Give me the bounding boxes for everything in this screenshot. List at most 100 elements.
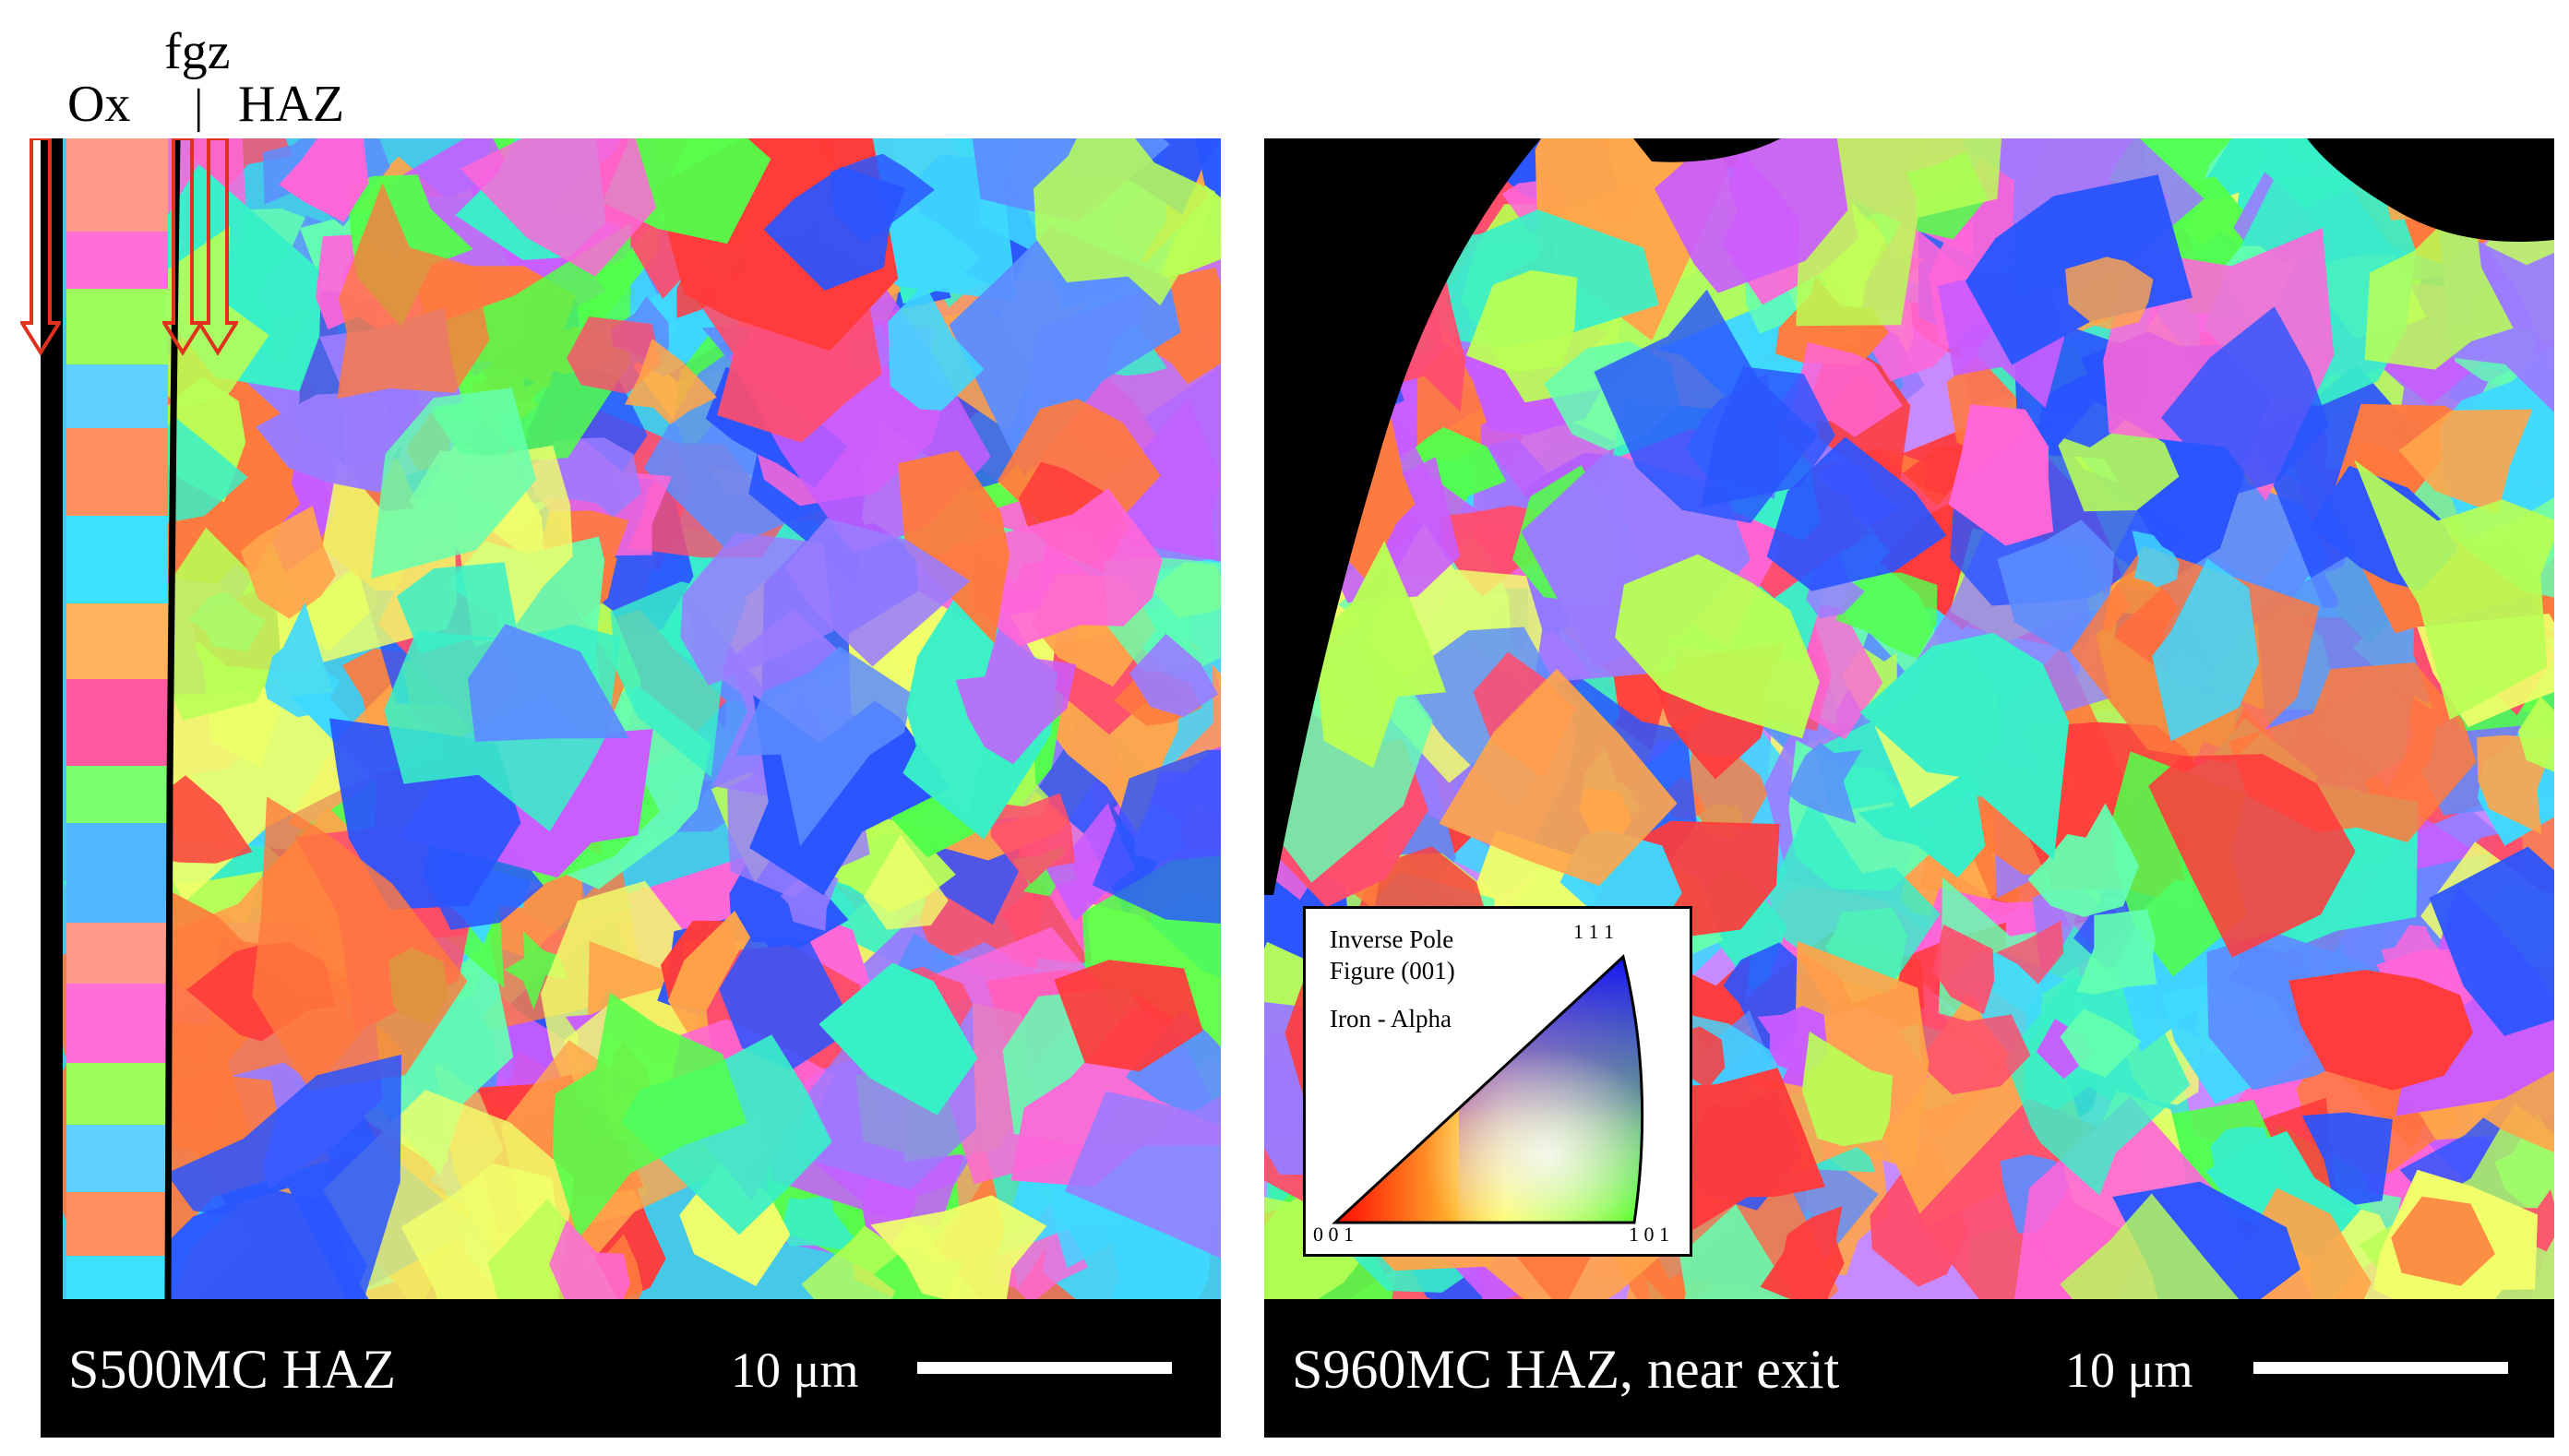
ebsd-panel-s500mc: S500MC HAZ 10 μm: [41, 138, 1221, 1438]
grain: [1307, 541, 1447, 769]
grain: [164, 1188, 359, 1299]
grain: [252, 796, 468, 1092]
grain: [2152, 558, 2259, 742]
grain: [1767, 797, 1941, 994]
grain: [241, 506, 336, 619]
grain: [2288, 970, 2473, 1091]
grain: [1760, 1206, 1845, 1299]
grain: [2429, 846, 2554, 1036]
scale-bar-left: [917, 1362, 1172, 1374]
grain: [1654, 138, 1848, 293]
grain: [1054, 960, 1203, 1072]
grain: [265, 602, 341, 718]
grain: [763, 166, 906, 291]
grain: [2132, 531, 2180, 588]
grain: [888, 283, 985, 411]
grain: [969, 488, 1163, 647]
grain: [2391, 1196, 2495, 1286]
grain: [2027, 803, 2139, 917]
grain: [1465, 269, 1578, 373]
grain: [1046, 803, 1136, 922]
grain: [549, 1220, 630, 1299]
scale-bar-label-right: 10 μm: [2065, 1343, 2193, 1398]
grain: [1701, 366, 1835, 507]
panel-caption-right: S960MC HAZ, near exit: [1292, 1339, 1840, 1400]
ebsd-orientation-map-right: [1264, 138, 2554, 1299]
grain: [898, 450, 1010, 644]
fgz-label: fgz: [164, 23, 231, 80]
grain: [279, 138, 369, 222]
void-region: [1264, 138, 1541, 895]
inverse-pole-figure-legend: Inverse Pole Figure (001) Iron - Alpha 1…: [1303, 906, 1692, 1257]
grain: [567, 316, 661, 394]
ipf-title-line1: Inverse Pole: [1330, 925, 1454, 953]
grain: [146, 527, 291, 721]
grain: [396, 562, 520, 654]
haz-label: HAZ: [238, 76, 345, 133]
grain: [2060, 1193, 2240, 1299]
down-arrow-icon-ox: [20, 138, 61, 356]
ebsd-orientation-map-left: [41, 138, 1221, 1299]
grain: [2060, 1008, 2142, 1078]
grain: [1125, 1009, 1221, 1125]
grain: [780, 1195, 854, 1250]
grain: [870, 1195, 1047, 1299]
grain: [1996, 920, 2064, 985]
grain: [2148, 754, 2356, 958]
grain: [735, 646, 913, 847]
grain: [784, 518, 971, 667]
grain: [990, 793, 1075, 885]
grain: [468, 624, 629, 742]
grain: [2076, 909, 2157, 995]
grain: [2161, 306, 2330, 496]
grain: [256, 392, 399, 493]
ipf-corner-111: 1 1 1: [1573, 920, 1614, 943]
scale-bar-right: [2253, 1362, 2508, 1374]
grain: [460, 138, 657, 277]
grain: [1997, 519, 2115, 653]
caption-band-left: S500MC HAZ 10 μm: [41, 1299, 1221, 1438]
grain: [1615, 554, 1820, 739]
grain: [1658, 1068, 1825, 1237]
grain: [1034, 138, 1216, 306]
ipf-title-line2: Figure (001): [1330, 957, 1455, 985]
grain: [1766, 436, 1947, 591]
scale-bar-label-left: 10 μm: [731, 1343, 859, 1398]
grain: [1679, 1204, 1797, 1299]
grain: [1932, 925, 1995, 1015]
grain: [552, 992, 747, 1239]
grain: [2398, 409, 2533, 515]
grain: [1948, 404, 2054, 546]
down-arrow-icon-fgz: [162, 138, 203, 356]
grain: [719, 937, 855, 1070]
grain: [1859, 632, 2070, 861]
caption-band-right: S960MC HAZ, near exit 10 μm: [1264, 1299, 2554, 1438]
grain: [2210, 1126, 2273, 1187]
grain: [166, 1054, 401, 1299]
oxide-band: [66, 1256, 168, 1299]
ipf-phase-label: Iron - Alpha: [1330, 1005, 1452, 1032]
grain: [1786, 742, 1862, 824]
grain: [1439, 668, 1678, 887]
oxide-band: [66, 823, 168, 934]
grain: [624, 339, 717, 425]
grain: [2065, 257, 2154, 329]
grain: [863, 834, 949, 930]
panel-caption-left: S500MC HAZ: [68, 1339, 397, 1400]
grain: [955, 605, 1077, 765]
oxide-label: Ox: [67, 76, 131, 133]
grain: [949, 226, 1181, 477]
ipf-corner-001: 0 0 1: [1313, 1223, 1354, 1246]
grain: [2354, 459, 2554, 721]
down-arrow-icon-haz: [197, 138, 238, 356]
grain: [676, 254, 718, 318]
ipf-color-triangle: [1332, 954, 1644, 1224]
oxide-band: [66, 138, 168, 249]
void-region: [2307, 138, 2554, 242]
grain: [1916, 1007, 2031, 1095]
grain: [1129, 633, 1219, 717]
grain: [1801, 1031, 1893, 1147]
grain: [1065, 1091, 1221, 1259]
grain: [818, 962, 978, 1116]
grain: [504, 931, 568, 1010]
